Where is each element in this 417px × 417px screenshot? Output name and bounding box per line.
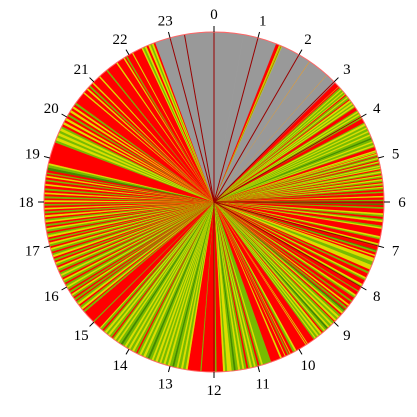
hour-divider-lines [169, 32, 384, 372]
hour-label-6: 6 [398, 195, 406, 211]
hour-label-22: 22 [113, 32, 128, 48]
hour-tick [360, 113, 367, 118]
hour-tick [333, 321, 339, 327]
hour-tick [360, 286, 367, 291]
hour-label-3: 3 [343, 62, 351, 78]
hour-label-8: 8 [373, 289, 381, 305]
hour-tick [89, 321, 95, 327]
hour-label-0: 0 [210, 7, 218, 23]
divider-line [213, 54, 300, 203]
hour-label-1: 1 [259, 13, 267, 29]
hour-tick [298, 49, 303, 56]
hour-tick [125, 348, 130, 355]
hour-label-2: 2 [304, 32, 312, 48]
hour-label-9: 9 [343, 328, 351, 344]
hour-label-20: 20 [44, 101, 59, 117]
hour-tick [257, 366, 261, 373]
hour-label-21: 21 [74, 62, 89, 78]
hour-tick [43, 155, 50, 159]
hour-label-14: 14 [113, 358, 129, 374]
divider-line [183, 34, 215, 203]
hour-label-13: 13 [158, 377, 173, 393]
hour-tick [89, 77, 95, 83]
hour-label-15: 15 [74, 328, 89, 344]
hour-tick [167, 366, 171, 373]
hour-label-5: 5 [392, 146, 400, 162]
hour-tick [61, 286, 68, 291]
hour-tick [298, 348, 303, 355]
divider-line [213, 116, 362, 203]
hour-label-11: 11 [255, 377, 269, 393]
divider-line [213, 81, 335, 203]
divider-line [213, 201, 379, 247]
hour-tick [167, 31, 171, 38]
hour-tick [378, 155, 385, 159]
hour-label-23: 23 [158, 13, 173, 29]
hour-label-10: 10 [301, 358, 316, 374]
hour-tick [333, 77, 339, 83]
hour-label-18: 18 [19, 195, 34, 211]
hour-tick [61, 113, 68, 118]
hour-label-12: 12 [207, 383, 222, 399]
divider-line [213, 37, 259, 203]
hour-label-16: 16 [44, 289, 60, 305]
hour-tick [125, 49, 130, 56]
divider-line [213, 201, 362, 288]
hour-tick [378, 245, 385, 249]
hour-label-4: 4 [373, 101, 381, 117]
hour-tick [43, 245, 50, 249]
hour-label-19: 19 [25, 146, 40, 162]
hour-label-7: 7 [392, 244, 400, 260]
chart-slices [43, 31, 385, 373]
hour-tick [257, 31, 261, 38]
divider-line [169, 37, 215, 203]
hour-label-17: 17 [25, 244, 41, 260]
